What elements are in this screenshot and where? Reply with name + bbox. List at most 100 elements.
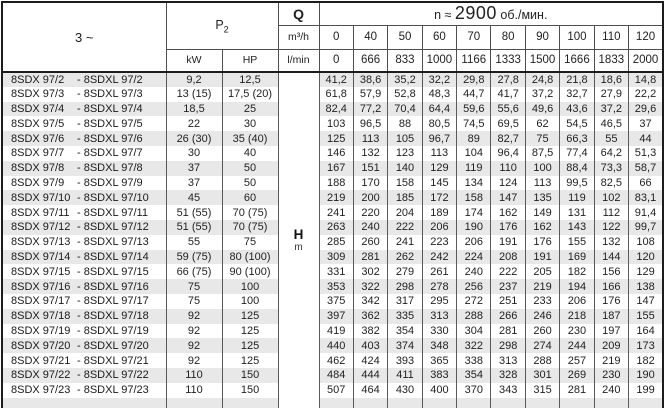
head-value: 342 bbox=[352, 293, 389, 309]
head-value: 88,4 bbox=[559, 160, 595, 176]
power-kw-value: 22 bbox=[165, 116, 223, 132]
head-value: 27,9 bbox=[593, 86, 630, 102]
head-value: 173 bbox=[628, 338, 664, 354]
head-value: 70,4 bbox=[387, 101, 423, 117]
head-value: 223 bbox=[421, 234, 458, 250]
filler-cell bbox=[524, 397, 561, 408]
model-cell: 8SDX 97/17 - 8SDXL 97/17 bbox=[1, 293, 167, 309]
power-hp-value: 125 bbox=[221, 323, 279, 339]
head-value: 14,8 bbox=[628, 72, 664, 87]
head-value: 301 bbox=[524, 367, 561, 383]
head-value: 462 bbox=[318, 353, 354, 368]
head-value: 281 bbox=[490, 323, 526, 339]
head-value: 285 bbox=[318, 234, 354, 250]
model-name-sdxl: - 8SDXL 97/8 bbox=[77, 162, 143, 175]
head-value: 230 bbox=[559, 323, 595, 339]
head-value: 119 bbox=[559, 190, 595, 206]
head-value: 315 bbox=[524, 382, 561, 398]
head-value: 251 bbox=[490, 293, 526, 309]
table-row: 8SDX 97/10- 8SDXL 97/10 45 60 219 200 185 172 1… bbox=[1, 190, 664, 206]
head-value: 96,4 bbox=[490, 145, 526, 161]
power-kw-value: 66 (75) bbox=[165, 264, 223, 280]
head-value: 82,7 bbox=[490, 131, 526, 146]
power-hp-value: 17,5 (20) bbox=[221, 86, 279, 102]
power-kw-value: 13 (15) bbox=[165, 86, 223, 102]
table-row: 8SDX 97/3 - 8SDXL 97/3 13 (15) 17,5 (20) 61,… bbox=[1, 86, 664, 102]
head-value: 99,7 bbox=[628, 219, 664, 235]
head-value: 55 bbox=[593, 131, 630, 146]
head-value: 147 bbox=[628, 293, 664, 309]
head-value: 176 bbox=[593, 293, 630, 309]
power-hp-value: 75 bbox=[221, 234, 279, 250]
power-kw-value: 92 bbox=[165, 323, 223, 339]
model-cell: 8SDX 97/2 - 8SDXL 97/2 bbox=[1, 72, 167, 87]
model-name-sdx: 8SDX 97/11 bbox=[11, 206, 70, 219]
head-value: 166 bbox=[593, 279, 630, 294]
head-value: 103 bbox=[318, 116, 354, 132]
filler-cell bbox=[559, 397, 595, 408]
head-value: 208 bbox=[490, 249, 526, 265]
head-value: 140 bbox=[387, 160, 423, 176]
head-value: 233 bbox=[524, 293, 561, 309]
head-value: 335 bbox=[387, 308, 423, 324]
model-name-sdxl: - 8SDXL 97/6 bbox=[77, 132, 143, 145]
table-row: 8SDX 97/12 - 8SDXL 97/12 51 (55) 70 (75) 263… bbox=[1, 219, 664, 235]
head-value: 309 bbox=[318, 249, 354, 265]
model-name-sdx: 8SDX 97/7 bbox=[11, 147, 65, 160]
power-kw-value: 37 bbox=[165, 160, 223, 176]
head-value: 83,1 bbox=[628, 190, 664, 206]
table-row: 8SDX 97/15 - 8SDXL 97/15 66 (75) 90 (100) 33… bbox=[1, 264, 664, 280]
head-value: 52,8 bbox=[387, 86, 423, 102]
head-label: H bbox=[293, 226, 304, 242]
power-kw-value: 45 bbox=[165, 190, 223, 206]
head-value: 123 bbox=[387, 145, 423, 161]
head-value: 29,6 bbox=[628, 101, 664, 117]
power-hp-value: 50 bbox=[221, 175, 279, 191]
head-value: 304 bbox=[456, 323, 492, 339]
head-value: 190 bbox=[456, 219, 492, 235]
flow-value-m3h: 60 bbox=[421, 24, 458, 50]
head-value: 189 bbox=[421, 205, 458, 220]
head-value: 260 bbox=[352, 234, 389, 250]
head-value: 156 bbox=[593, 264, 630, 280]
head-value: 375 bbox=[318, 293, 354, 309]
model-name-sdx: 8SDX 97/2 bbox=[11, 73, 65, 86]
head-value: 354 bbox=[387, 323, 423, 339]
head-value: 194 bbox=[559, 279, 595, 294]
flow-value-lmin: 1000 bbox=[421, 48, 458, 73]
head-value: 146 bbox=[318, 145, 354, 161]
table-row: 8SDX 97/11 - 8SDXL 97/11 51 (55) 70 (75) 241… bbox=[1, 205, 664, 220]
filler-cell bbox=[221, 397, 279, 408]
power-hp-value: 35 (40) bbox=[221, 131, 279, 146]
model-name-sdxl: - 8SDXL 97/3 bbox=[77, 88, 143, 101]
kw-column-header: kW bbox=[165, 48, 223, 73]
head-value: 331 bbox=[318, 264, 354, 280]
head-value: 74,5 bbox=[456, 116, 492, 132]
head-value: 44,7 bbox=[456, 86, 492, 102]
model-cell: 8SDX 97/21 - 8SDXL 97/21 bbox=[1, 353, 167, 368]
head-value: 110 bbox=[490, 160, 526, 176]
head-value: 204 bbox=[387, 205, 423, 220]
head-value: 96,5 bbox=[352, 116, 389, 132]
head-value: 82,4 bbox=[318, 101, 354, 117]
flow-value-m3h: 50 bbox=[387, 24, 423, 50]
power-kw-value: 92 bbox=[165, 308, 223, 324]
head-value: 185 bbox=[387, 190, 423, 206]
model-cell: 8SDX 97/9 - 8SDXL 97/9 bbox=[1, 175, 167, 191]
head-value: 88 bbox=[387, 116, 423, 132]
head-value: 507 bbox=[318, 382, 354, 398]
head-value: 240 bbox=[593, 382, 630, 398]
head-value: 230 bbox=[593, 367, 630, 383]
head-value: 122 bbox=[593, 219, 630, 235]
head-value: 256 bbox=[456, 279, 492, 294]
head-value: 37,2 bbox=[524, 86, 561, 102]
head-value: 288 bbox=[456, 308, 492, 324]
head-value: 272 bbox=[456, 293, 492, 309]
head-value: 57,9 bbox=[352, 86, 389, 102]
flow-value-m3h: 40 bbox=[352, 24, 389, 50]
power-kw-value: 92 bbox=[165, 353, 223, 368]
model-cell: 8SDX 97/11 - 8SDXL 97/11 bbox=[1, 205, 167, 220]
power-hp-value: 150 bbox=[221, 382, 279, 398]
